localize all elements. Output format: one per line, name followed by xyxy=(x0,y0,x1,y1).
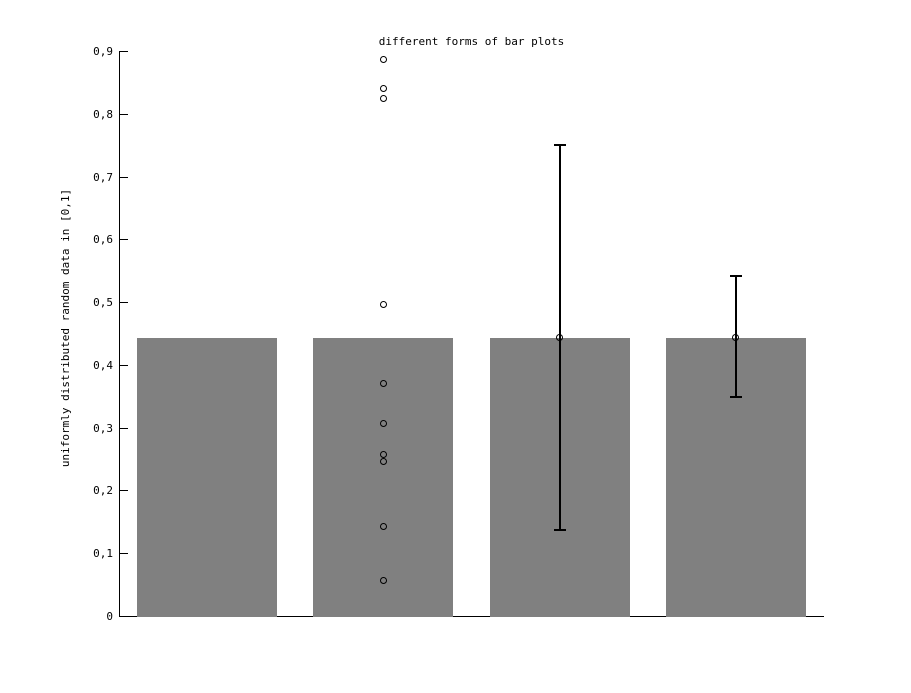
y-axis-tick xyxy=(120,365,128,366)
error-bar-mean-marker xyxy=(732,334,740,342)
y-axis-tick xyxy=(120,302,128,303)
scatter-point xyxy=(379,94,387,102)
bar xyxy=(137,337,278,617)
y-tick-label: 0 xyxy=(106,610,113,623)
error-bar-bottom-cap xyxy=(729,395,742,398)
y-tick-label: 0,8 xyxy=(93,108,113,121)
y-tick-label: 0,5 xyxy=(93,296,113,309)
y-axis-tick xyxy=(120,553,128,554)
scatter-point xyxy=(379,522,387,530)
error-bar-mean-marker xyxy=(556,334,564,342)
y-tick-label: 0,4 xyxy=(93,359,113,372)
y-axis-tick xyxy=(120,177,128,178)
y-axis-tick xyxy=(120,428,128,429)
y-axis-tick xyxy=(120,114,128,115)
scatter-point xyxy=(379,379,387,387)
scatter-point xyxy=(379,450,387,458)
y-axis-tick xyxy=(120,239,128,240)
y-tick-label: 0,6 xyxy=(93,233,113,246)
scatter-point xyxy=(379,55,387,63)
y-axis-tick xyxy=(120,616,128,617)
y-tick-label: 0,3 xyxy=(93,422,113,435)
y-tick-label: 0,2 xyxy=(93,484,113,497)
y-axis-tick xyxy=(120,490,128,491)
chart-title: different forms of bar plots xyxy=(378,35,565,48)
error-bar-bottom-cap xyxy=(553,528,566,531)
scatter-point xyxy=(379,419,387,427)
scatter-point xyxy=(379,577,387,585)
error-bar-top-cap xyxy=(729,274,742,277)
scatter-point xyxy=(379,84,387,92)
scatter-point xyxy=(379,301,387,309)
y-axis-line xyxy=(119,51,120,617)
scatter-point xyxy=(379,458,387,466)
y-tick-label: 0,9 xyxy=(93,45,113,58)
error-bar-top-cap xyxy=(553,144,566,147)
y-tick-label: 0,7 xyxy=(93,171,113,184)
y-tick-label: 0,1 xyxy=(93,547,113,560)
y-axis-tick xyxy=(120,51,128,52)
y-axis-label: uniformly distributed random data in [0,… xyxy=(59,188,72,468)
x-axis-line xyxy=(119,616,824,617)
